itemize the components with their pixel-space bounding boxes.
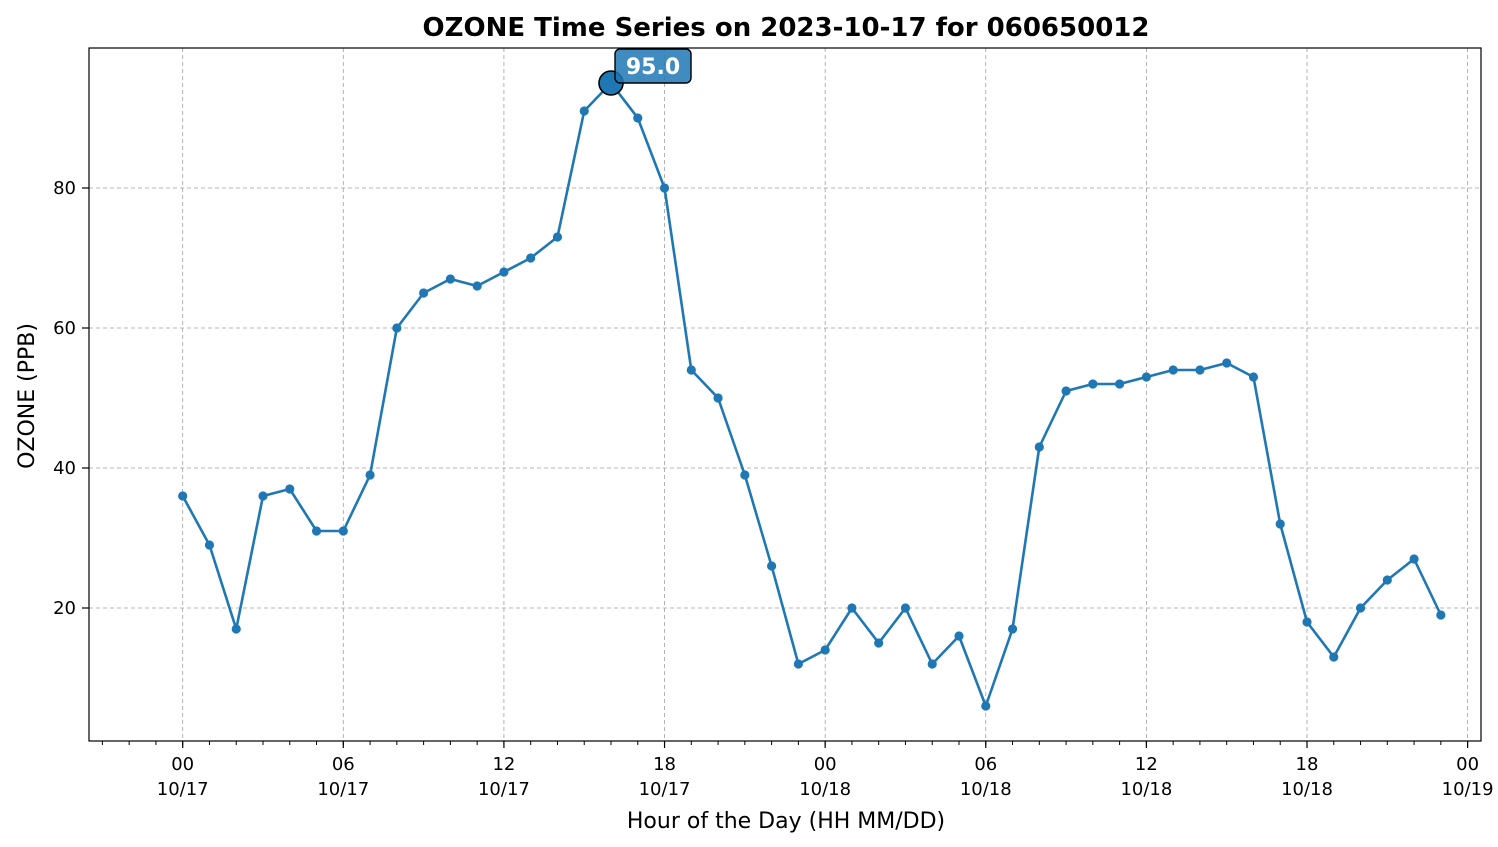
data-point (686, 365, 696, 375)
data-point (204, 540, 215, 550)
data-point (1007, 624, 1018, 634)
data-point (1275, 519, 1285, 529)
data-point (633, 113, 643, 123)
data-point (927, 659, 937, 669)
data-point (659, 183, 670, 193)
x-tick-label-hour: 00 (1456, 754, 1479, 775)
y-tick-label: 20 (53, 598, 76, 619)
data-point (1382, 575, 1392, 585)
series-line (181, 81, 1443, 708)
data-point (767, 561, 777, 571)
x-tick-label-date: 10/19 (1442, 779, 1494, 800)
data-point (1302, 617, 1312, 627)
y-tick-label: 40 (53, 458, 76, 479)
data-point (499, 267, 509, 277)
data-point (954, 631, 964, 641)
data-point (820, 645, 830, 655)
x-tick-label-hour: 06 (332, 754, 355, 775)
x-tick-label-hour: 06 (974, 754, 997, 775)
x-tick-label-hour: 00 (814, 754, 837, 775)
data-point (392, 323, 402, 333)
data-point (1355, 603, 1366, 613)
series-layer (178, 78, 1446, 711)
data-point (1436, 610, 1446, 620)
data-point (1222, 358, 1232, 368)
data-point (847, 603, 857, 613)
data-point (258, 491, 268, 501)
peak-label-box (614, 48, 692, 84)
data-point (1061, 386, 1071, 396)
data-point (231, 624, 241, 634)
data-point (472, 281, 482, 291)
x-tick-label-date: 10/17 (157, 779, 209, 800)
data-point (365, 470, 375, 480)
plot-frame (88, 47, 1482, 742)
x-tick-label-date: 10/17 (317, 779, 369, 800)
data-point (1329, 652, 1339, 662)
x-tick-label-date: 10/18 (1281, 779, 1333, 800)
peak-label-text: 95.0 (626, 55, 680, 80)
y-tick-label: 60 (53, 318, 76, 339)
x-axis-label: Hour of the Day (HH MM/DD) (627, 809, 945, 834)
x-tick-label-hour: 12 (492, 754, 515, 775)
data-point (1115, 379, 1125, 389)
data-point (1409, 554, 1419, 564)
data-point (311, 526, 322, 536)
x-tick-label-date: 10/17 (639, 779, 691, 800)
data-point (1088, 379, 1098, 389)
data-point (793, 659, 803, 669)
x-tick-label-date: 10/18 (1120, 779, 1172, 800)
data-point (552, 232, 563, 242)
x-tick-label-hour: 00 (171, 754, 194, 775)
grid-layer (89, 48, 1481, 741)
data-point (1195, 365, 1205, 375)
x-tick-label-hour: 18 (1296, 754, 1319, 775)
y-axis-label: OZONE (PPB) (15, 323, 40, 469)
data-point (445, 274, 455, 284)
data-point (874, 638, 884, 648)
data-point (285, 484, 295, 494)
chart-title: OZONE Time Series on 2023-10-17 for 0606… (423, 13, 1150, 43)
data-point (740, 470, 750, 480)
data-point (338, 526, 348, 536)
data-point (1034, 442, 1044, 452)
data-point (526, 253, 536, 263)
y-tick-label: 80 (53, 178, 76, 199)
data-point (713, 393, 723, 403)
axes-layer: 00 10/17 06 10/17 12 10/17 18 10/17 00 10/18 06 10/… (53, 47, 1494, 800)
data-point (1168, 365, 1178, 375)
data-point (178, 491, 188, 501)
x-tick-label-date: 10/18 (799, 779, 851, 800)
data-point (419, 288, 429, 298)
annotation-layer: 95.0 (598, 48, 692, 96)
data-point (1141, 372, 1151, 382)
data-point (1248, 372, 1259, 382)
data-point (981, 701, 991, 711)
data-point (900, 603, 911, 613)
x-tick-label-hour: 18 (653, 754, 676, 775)
x-tick-label-hour: 12 (1135, 754, 1158, 775)
x-tick-label-date: 10/17 (478, 779, 530, 800)
x-tick-label-date: 10/18 (960, 779, 1012, 800)
data-point (579, 106, 589, 116)
